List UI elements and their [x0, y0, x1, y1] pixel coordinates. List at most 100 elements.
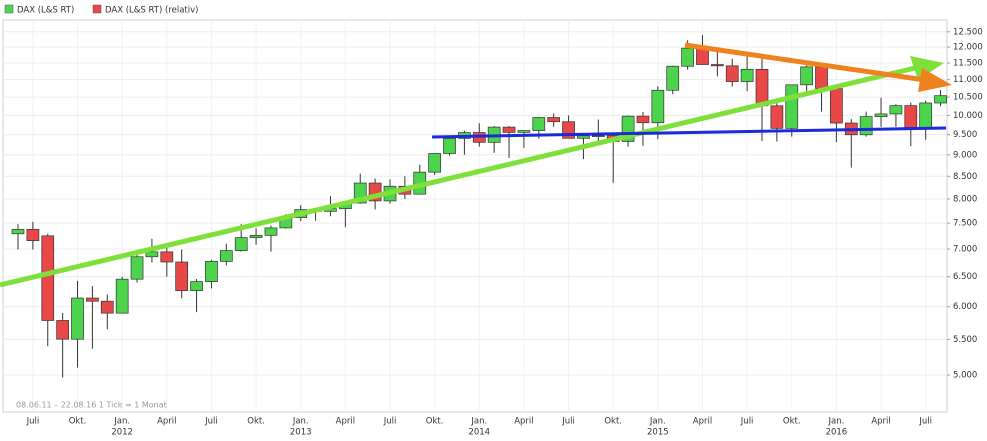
candle-body: [71, 297, 84, 340]
candle-body: [11, 229, 25, 235]
x-tick-label: Jan.: [113, 417, 130, 427]
x-tick-label: Juli: [561, 417, 575, 427]
x-tick-label: Jan.: [827, 417, 844, 427]
candle-body: [785, 84, 799, 129]
candle-body: [26, 229, 40, 241]
x-tick-label: Okt.: [604, 417, 622, 427]
orange-trend-line: [684, 42, 926, 83]
candle-body: [130, 256, 144, 280]
year-label: 2015: [647, 428, 669, 438]
x-tick-label: Juli: [26, 417, 40, 427]
candle-body: [934, 95, 947, 104]
y-tick-label: 7.000: [953, 244, 977, 254]
x-tick-label: Jan.: [649, 417, 666, 427]
footnote: 08.06.11 – 22.08.16 1 Tick = 1 Monat: [16, 401, 167, 410]
candle-body: [815, 66, 828, 89]
candle-body: [711, 64, 724, 67]
x-tick-label: April: [693, 417, 712, 427]
y-tick-label: 8.000: [953, 194, 977, 204]
candle-body: [740, 68, 754, 82]
year-label: 2014: [468, 428, 490, 438]
candle-body: [666, 65, 680, 91]
legend-swatch: [4, 4, 14, 14]
x-tick-label: Juli: [383, 417, 397, 427]
x-tick-label: Jan.: [470, 417, 487, 427]
candle-body: [234, 237, 248, 251]
green-arrow-head: [910, 56, 944, 80]
trend-lines: [0, 42, 952, 288]
y-tick-label: 6.500: [953, 272, 977, 282]
candle-body: [190, 281, 203, 291]
candle-body: [577, 135, 590, 139]
legend-swatch: [92, 4, 102, 14]
candle-body: [428, 153, 441, 173]
x-tick-label: Okt.: [426, 417, 444, 427]
candle-body: [175, 261, 189, 291]
candle-body: [115, 278, 129, 314]
y-tick-label: 11.000: [953, 75, 983, 85]
candle-body: [889, 105, 903, 115]
candle-body: [100, 300, 114, 314]
y-tick-label: 5.000: [953, 371, 977, 381]
candle-body: [502, 126, 516, 133]
candle-body: [919, 102, 933, 128]
candle-body: [904, 105, 918, 128]
x-tick-label: Okt.: [247, 417, 265, 427]
y-tick-label: 10.500: [953, 93, 983, 103]
year-label: 2013: [290, 428, 312, 438]
candle-body: [145, 251, 159, 258]
x-tick-label: Juli: [918, 417, 932, 427]
candle-body: [547, 117, 561, 123]
y-tick-label: 11.500: [953, 59, 983, 69]
candle-body: [636, 115, 650, 124]
x-tick-label: Juli: [740, 417, 754, 427]
candle-body: [205, 261, 218, 282]
candle-body: [160, 251, 174, 263]
x-tick-label: April: [157, 417, 176, 427]
y-tick-label: 9.500: [953, 130, 977, 140]
y-tick-label: 8.500: [953, 172, 977, 182]
candle-body: [517, 130, 531, 133]
blue-support-line: [431, 126, 947, 139]
candle-body: [532, 117, 546, 131]
candle-body: [725, 65, 739, 82]
candle-body: [219, 250, 233, 262]
y-tick-label: 12.000: [953, 43, 983, 53]
candle-body: [41, 235, 55, 321]
orange-arrow-head: [918, 68, 952, 92]
x-tick-label: April: [871, 417, 890, 427]
x-tick-label: Juli: [204, 417, 218, 427]
y-tick-label: 9.000: [953, 150, 977, 160]
candle-body: [830, 88, 843, 124]
candle-body: [591, 135, 605, 137]
green-trend-line: [0, 65, 916, 288]
y-tick-label: 10.000: [953, 111, 983, 121]
year-label: 2016: [826, 428, 848, 438]
candle-body: [264, 227, 278, 236]
x-tick-label: Okt.: [69, 417, 87, 427]
y-tick-label: 6.000: [953, 302, 977, 312]
candle-body: [859, 116, 873, 136]
candle-body: [443, 138, 456, 154]
year-label: 2012: [111, 428, 133, 438]
candle-body: [681, 47, 694, 67]
candle-body: [86, 297, 99, 302]
candle-body: [755, 68, 769, 107]
legend: DAX (L&S RT) DAX (L&S RT) (relativ): [4, 4, 198, 16]
x-tick-label: April: [336, 417, 355, 427]
x-tick-label: Okt.: [783, 417, 801, 427]
legend-label: DAX (L&S RT): [17, 6, 74, 16]
candle-body: [651, 89, 665, 124]
candle-body: [249, 234, 263, 238]
y-tick-label: 5.500: [953, 335, 977, 345]
candle-body: [800, 66, 813, 86]
plot-frame: [2, 19, 948, 413]
candle-body: [874, 113, 888, 118]
legend-label: DAX (L&S RT) (relativ): [105, 6, 198, 16]
candle-body: [56, 320, 69, 340]
x-tick-label: April: [514, 417, 533, 427]
grid: 5.000 5.500 6.000 6.500 7.000 7.500 8.000 8.500…: [3, 20, 983, 438]
y-tick-label: 12.500: [953, 27, 983, 37]
x-tick-label: Jan.: [292, 417, 309, 427]
